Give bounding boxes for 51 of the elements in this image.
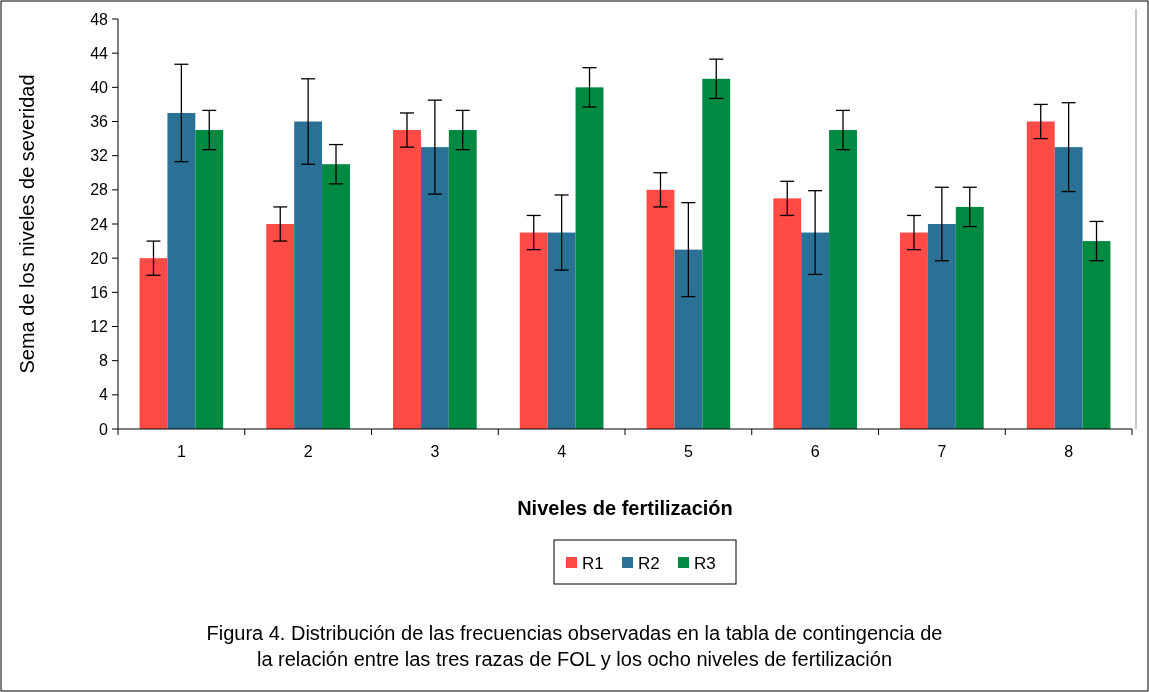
bar	[674, 249, 703, 429]
legend-label: R1	[582, 553, 604, 573]
bar	[575, 87, 604, 429]
legend-label: R3	[694, 553, 716, 573]
x-tick-label: 7	[937, 443, 947, 460]
y-tick-label: 0	[99, 420, 109, 438]
bar	[927, 224, 956, 429]
y-tick-label: 16	[90, 283, 109, 301]
y-tick-label: 48	[90, 10, 109, 28]
x-tick-label: 2	[303, 443, 313, 460]
text: Figura 4. Distribución de las frecuencias observadas en la tabla de contingencia de la relación entre las tres razas de FOL y los ocho niveles de fertilización	[206, 622, 943, 670]
bar	[1026, 121, 1055, 429]
bar	[393, 130, 421, 429]
bar	[646, 189, 675, 429]
y-tick-label: 12	[90, 318, 109, 336]
bar	[195, 130, 224, 429]
bar	[801, 232, 830, 429]
bar	[702, 78, 731, 429]
bar	[1054, 147, 1083, 429]
bar	[139, 258, 168, 429]
bar	[167, 112, 196, 429]
x-tick-label: 3	[430, 443, 440, 460]
y-axis-title: Sema de los niveles de severidad	[16, 74, 38, 374]
bar	[955, 206, 984, 429]
y-tick-label: 8	[99, 352, 109, 370]
legend-label: R2	[638, 553, 660, 573]
bar	[547, 232, 576, 429]
y-tick-label: 24	[90, 215, 109, 233]
y-tick-label: 32	[90, 147, 109, 165]
bar	[829, 130, 857, 429]
y-tick-label: 20	[90, 249, 109, 267]
bar	[266, 224, 295, 429]
x-axis-title: Niveles de fertilización	[517, 497, 733, 519]
x-tick-label: 5	[683, 443, 693, 460]
x-tick-label: 4	[557, 443, 567, 460]
x-tick-label: 8	[1064, 443, 1074, 460]
bar	[420, 147, 449, 429]
y-tick-label: 44	[90, 44, 109, 62]
bar	[900, 232, 928, 429]
bar	[448, 130, 477, 429]
bar	[519, 232, 548, 429]
bar	[1082, 241, 1111, 429]
y-tick-label: 36	[90, 113, 109, 131]
x-tick-label: 1	[176, 443, 186, 460]
y-tick-label: 40	[90, 78, 109, 96]
bar	[322, 164, 350, 429]
x-tick-label: 6	[810, 443, 820, 460]
y-tick-label: 28	[90, 181, 109, 199]
y-tick-label: 4	[99, 386, 109, 404]
bar	[294, 121, 323, 429]
bar	[773, 198, 802, 429]
